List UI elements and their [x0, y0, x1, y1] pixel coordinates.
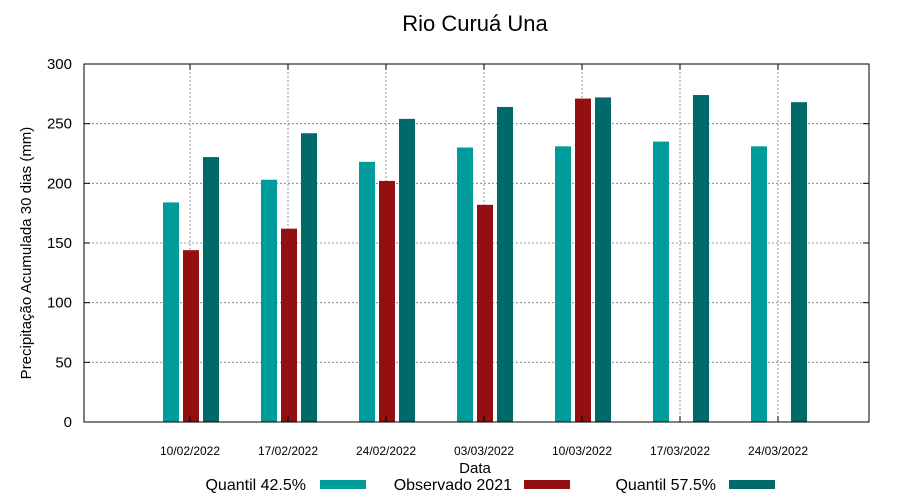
- gridlines: [84, 64, 869, 422]
- bar-quantil-42-5-2: [261, 179, 277, 422]
- legend-label: Observado 2021: [394, 477, 512, 494]
- y-axis-label: Precipitação Acumulada 30 dias (mm): [18, 127, 35, 380]
- chart-title: Rio Curuá Una: [402, 11, 548, 36]
- x-axis-ticks: 10/02/2022 17/02/2022 24/02/2022 03/03/2022…: [160, 64, 808, 458]
- bar-observado-2021-3: [379, 180, 395, 422]
- bar-quantil-57-5-5: [595, 97, 611, 422]
- y-tick-label: 150: [47, 235, 72, 252]
- legend-swatch: [524, 480, 570, 489]
- bar-quantil-42-5-3: [359, 161, 375, 422]
- y-axis-ticks: 0 50 100 150 200 250 300: [47, 56, 869, 431]
- bar-observado-2021-2: [281, 228, 297, 422]
- x-tick-label: 24/02/2022: [356, 444, 416, 458]
- y-tick-label: 0: [64, 414, 72, 431]
- legend-swatch: [729, 480, 775, 489]
- x-tick-label: 24/03/2022: [748, 444, 808, 458]
- bar-quantil-57-5-7: [791, 102, 807, 422]
- legend-item: Quantil 57.5%: [615, 477, 775, 494]
- bar-quantil-42-5-5: [555, 146, 571, 422]
- bar-observado-2021-5: [575, 98, 591, 423]
- bar-quantil-57-5-3: [399, 118, 415, 422]
- y-tick-label: 300: [47, 56, 72, 73]
- bars: [163, 95, 807, 423]
- x-axis-label: Data: [459, 460, 491, 477]
- bar-quantil-57-5-4: [497, 106, 513, 423]
- y-tick-label: 100: [47, 295, 72, 312]
- bar-quantil-42-5-4: [457, 147, 473, 423]
- legend-item: Observado 2021: [394, 477, 570, 494]
- bar-observado-2021-4: [477, 204, 493, 422]
- x-tick-label: 17/02/2022: [258, 444, 318, 458]
- bar-quantil-42-5-6: [653, 141, 669, 423]
- bar-quantil-57-5-2: [301, 133, 317, 423]
- y-tick-label: 200: [47, 175, 72, 192]
- bar-quantil-57-5-6: [693, 95, 709, 422]
- x-tick-label: 10/03/2022: [552, 444, 612, 458]
- bar-quantil-42-5-7: [751, 146, 767, 422]
- y-tick-label: 50: [55, 354, 72, 371]
- legend-item: Quantil 42.5%: [205, 477, 366, 494]
- legend: Quantil 42.5% Observado 2021 Quantil 57.5%: [205, 477, 775, 494]
- legend-label: Quantil 42.5%: [205, 477, 306, 494]
- legend-swatch: [320, 480, 366, 489]
- bar-quantil-57-5-1: [203, 157, 219, 422]
- x-tick-label: 17/03/2022: [650, 444, 710, 458]
- x-tick-label: 10/02/2022: [160, 444, 220, 458]
- bar-observado-2021-1: [183, 250, 199, 422]
- y-tick-label: 250: [47, 116, 72, 133]
- legend-label: Quantil 57.5%: [615, 477, 716, 494]
- bar-quantil-42-5-1: [163, 202, 179, 422]
- x-tick-label: 03/03/2022: [454, 444, 514, 458]
